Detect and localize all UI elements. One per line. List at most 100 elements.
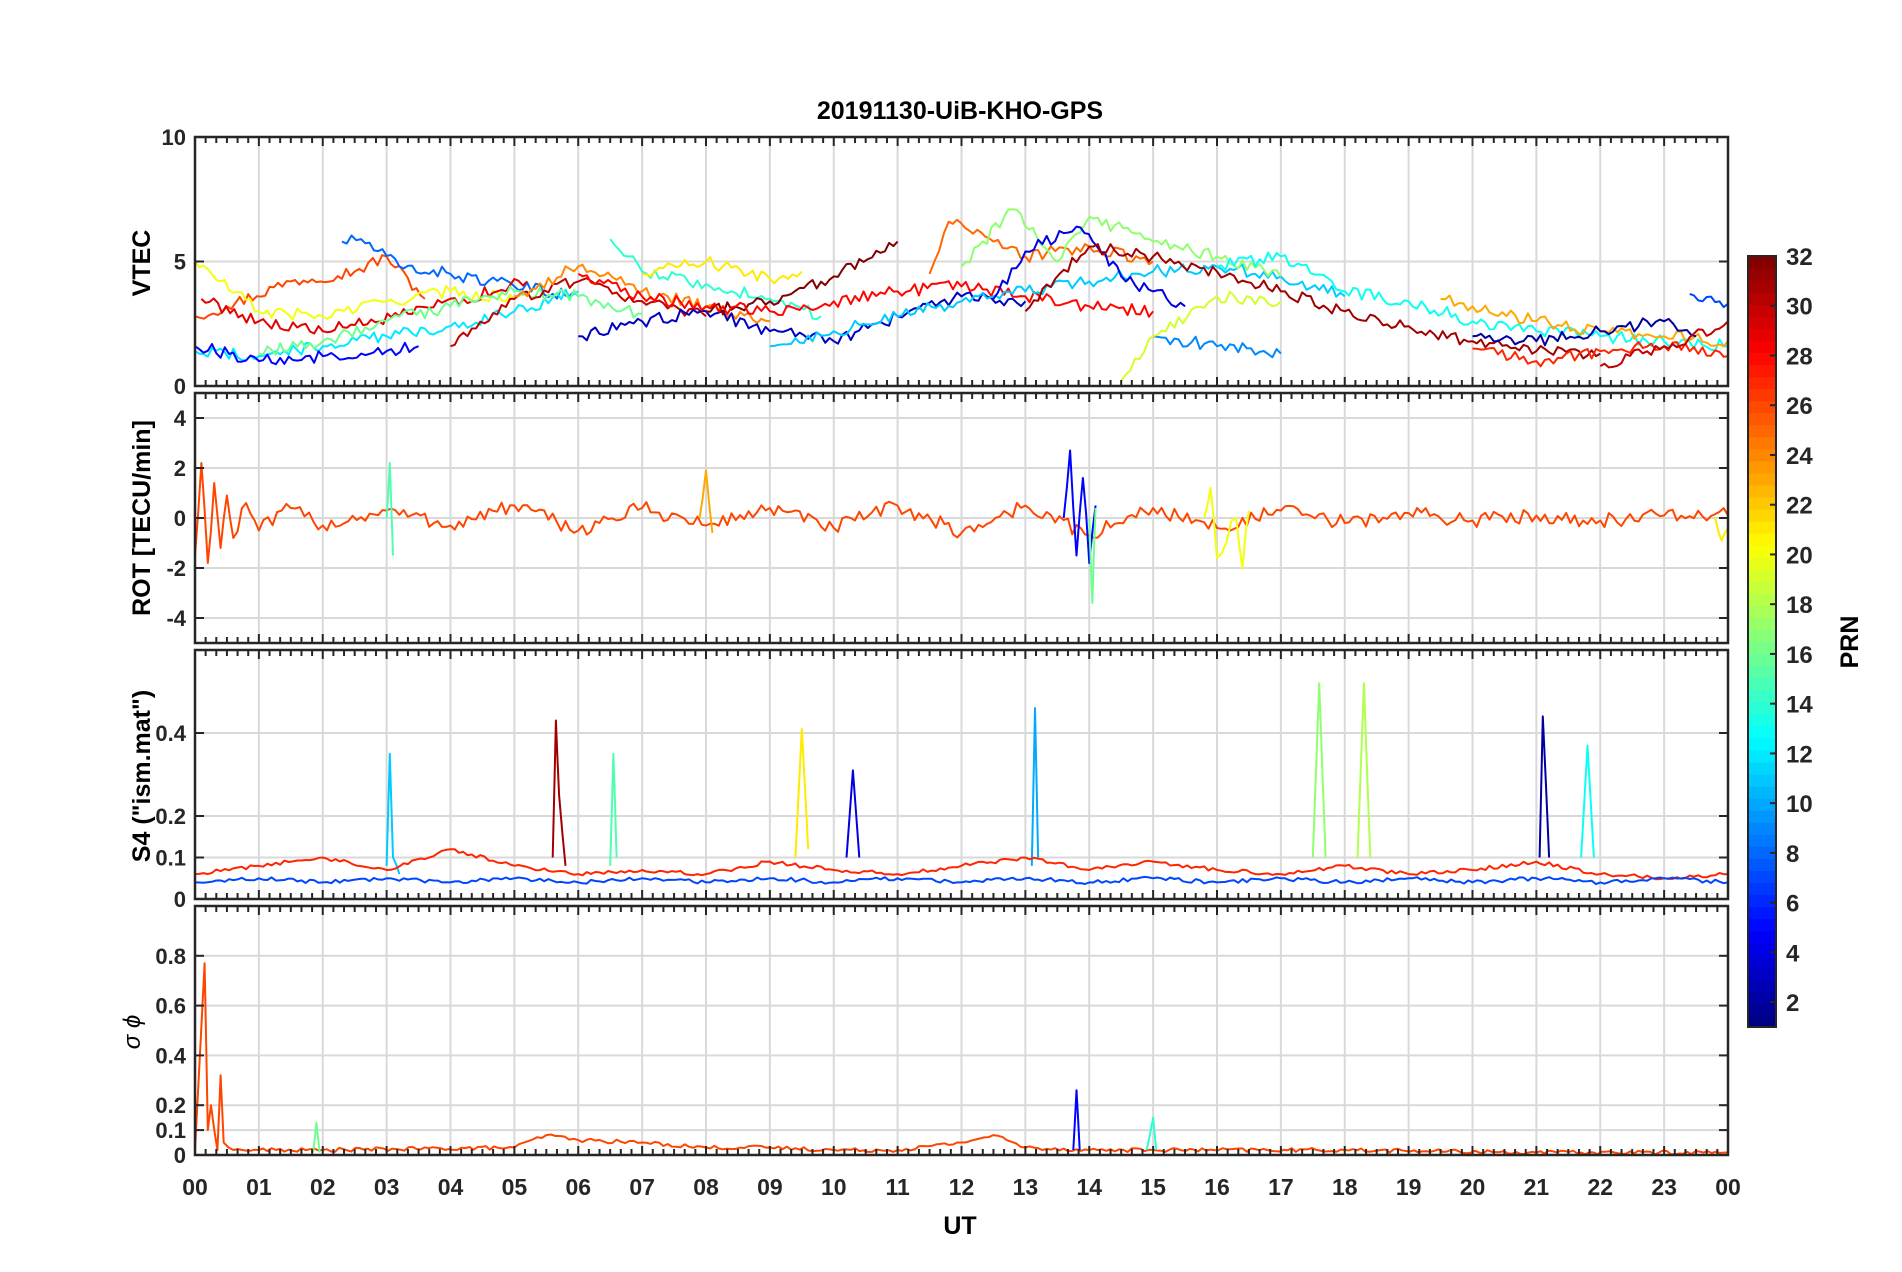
series-line-prn-30	[1599, 320, 1728, 369]
colorbar-swatch	[1748, 533, 1776, 546]
series-line-prn-9	[1152, 335, 1282, 359]
colorbar-tick-label: 8	[1786, 841, 1799, 868]
colorbar-swatch	[1748, 990, 1776, 1004]
ylabel-s4: S4 ("ism.mat")	[128, 690, 156, 862]
ticks-rot	[194, 393, 1729, 643]
colorbar-frame	[1747, 255, 1777, 1028]
series-line-prn-26	[195, 462, 1728, 564]
series-line-prn-7	[1689, 292, 1728, 309]
x-tick-label: 19	[1396, 1174, 1422, 1200]
colorbar-swatch	[1748, 701, 1776, 715]
colorbar-swatch	[1748, 858, 1776, 871]
colorbar-swatch	[1748, 364, 1776, 378]
colorbar-label: PRN	[1836, 616, 1864, 669]
ticks-vtec	[194, 136, 1729, 387]
x-tick-label: 15	[1140, 1174, 1166, 1200]
colorbar-swatch	[1748, 376, 1776, 390]
colorbar-tick-label: 26	[1786, 393, 1813, 420]
colorbar-swatch	[1748, 340, 1776, 353]
colorbar-swatch	[1748, 352, 1776, 366]
colorbar-swatch	[1748, 653, 1776, 667]
y-tick-label: 0	[174, 374, 186, 399]
y-tick-label: 0.6	[155, 994, 186, 1019]
colorbar-swatch	[1748, 256, 1776, 269]
colorbar-swatch	[1748, 894, 1776, 908]
panel-sigma-phi: σ ϕ 00.10.2 0.4 0.6 0.8	[119, 904, 1730, 1168]
series-line-prn-30	[450, 277, 707, 348]
colorbar-swatch	[1748, 978, 1776, 992]
series-line-prn-32	[705, 240, 899, 316]
colorbar-swatch	[1748, 810, 1776, 823]
series-line-prn-4	[992, 225, 1186, 308]
x-tick-label: 05	[502, 1174, 528, 1200]
series-line-prn-5	[195, 341, 419, 366]
series-line-prn-20	[1203, 487, 1250, 569]
colorbar-swatch	[1748, 557, 1776, 570]
panel-vtec: VTEC 0 5 10	[128, 125, 1730, 399]
series-line-prn-2	[1472, 317, 1697, 347]
series-line-prn-31	[551, 719, 567, 866]
series-line-prn-17	[960, 208, 1282, 277]
series-line-prn-12	[195, 288, 579, 362]
colorbar-tick-label: 4	[1786, 940, 1800, 967]
colorbar-tick-label: 10	[1786, 791, 1813, 818]
colorbar-swatch	[1748, 665, 1776, 679]
x-tick-label: 13	[1013, 1174, 1039, 1200]
series-line-prn-16	[258, 285, 643, 356]
series-line-prn-18	[1356, 682, 1372, 858]
colorbar-swatch	[1748, 774, 1776, 787]
colorbar-swatch	[1748, 593, 1776, 606]
colorbar-tick-label: 14	[1786, 692, 1813, 719]
colorbar-swatch	[1748, 460, 1776, 474]
series-line-prn-11	[385, 752, 401, 875]
colorbar-swatch	[1748, 400, 1776, 414]
series-line-prn-23	[698, 469, 714, 534]
colorbar-tick-label: 22	[1786, 493, 1813, 520]
y-tick-label: 0	[174, 1143, 186, 1168]
ylabel-vtec: VTEC	[128, 230, 156, 297]
x-tick-label: 22	[1587, 1174, 1613, 1200]
ticks-s4	[194, 650, 1729, 900]
colorbar-tick-label: 28	[1786, 343, 1813, 370]
colorbar-swatch	[1748, 508, 1776, 522]
series-line-prn-7	[195, 875, 1728, 886]
series-line-prn-15	[385, 462, 394, 556]
colorbar-swatch	[1748, 1014, 1776, 1028]
colorbar-swatch	[1748, 954, 1776, 968]
series-line-prn-31	[1024, 243, 1601, 360]
colorbar-tick-label: 16	[1786, 642, 1813, 669]
colorbar-swatch	[1748, 316, 1776, 329]
series-line-prn-2	[1538, 715, 1551, 858]
y-tick-label: 0	[174, 506, 186, 531]
colorbar-swatch	[1748, 930, 1776, 944]
x-tick-label: 23	[1651, 1174, 1677, 1200]
colorbar-tick-label: 18	[1786, 592, 1813, 619]
y-tick-label: 0.2	[155, 1093, 186, 1118]
series-sigma_phi	[195, 962, 1728, 1155]
x-axis: 00 01 02 03 04 05 06 07 08 09 10 11 12 13 14 15 16 17 18 19…	[182, 1174, 1741, 1200]
x-tick-label: 16	[1204, 1174, 1230, 1200]
x-tick-label: 08	[693, 1174, 719, 1200]
series-line-prn-11	[769, 263, 1346, 348]
colorbar-tick-label: 30	[1786, 294, 1813, 321]
series-line-prn-13	[1216, 251, 1728, 352]
colorbar-tick-label: 12	[1786, 741, 1813, 768]
colorbar-swatch	[1748, 822, 1776, 835]
colorbar-tick-label: 32	[1786, 244, 1813, 271]
x-tick-label: 01	[246, 1174, 272, 1200]
series-line-prn-21	[641, 256, 803, 285]
series-line-prn-19	[1120, 290, 1282, 382]
colorbar-swatch	[1748, 328, 1776, 341]
colorbar-swatch	[1748, 484, 1776, 498]
x-tick-label: 12	[949, 1174, 975, 1200]
colorbar-swatch	[1748, 786, 1776, 799]
y-tick-label: 5	[174, 250, 186, 275]
series-line-prn-17	[1311, 682, 1327, 858]
chart-title: 20191130-UiB-KHO-GPS	[817, 97, 1103, 125]
colorbar-swatch	[1748, 424, 1776, 438]
x-tick-label: 09	[757, 1174, 783, 1200]
y-tick-label: 0.4	[155, 1043, 186, 1068]
x-tick-label: 17	[1268, 1174, 1294, 1200]
colorbar-swatch	[1748, 268, 1776, 281]
colorbar-swatch	[1748, 472, 1776, 486]
